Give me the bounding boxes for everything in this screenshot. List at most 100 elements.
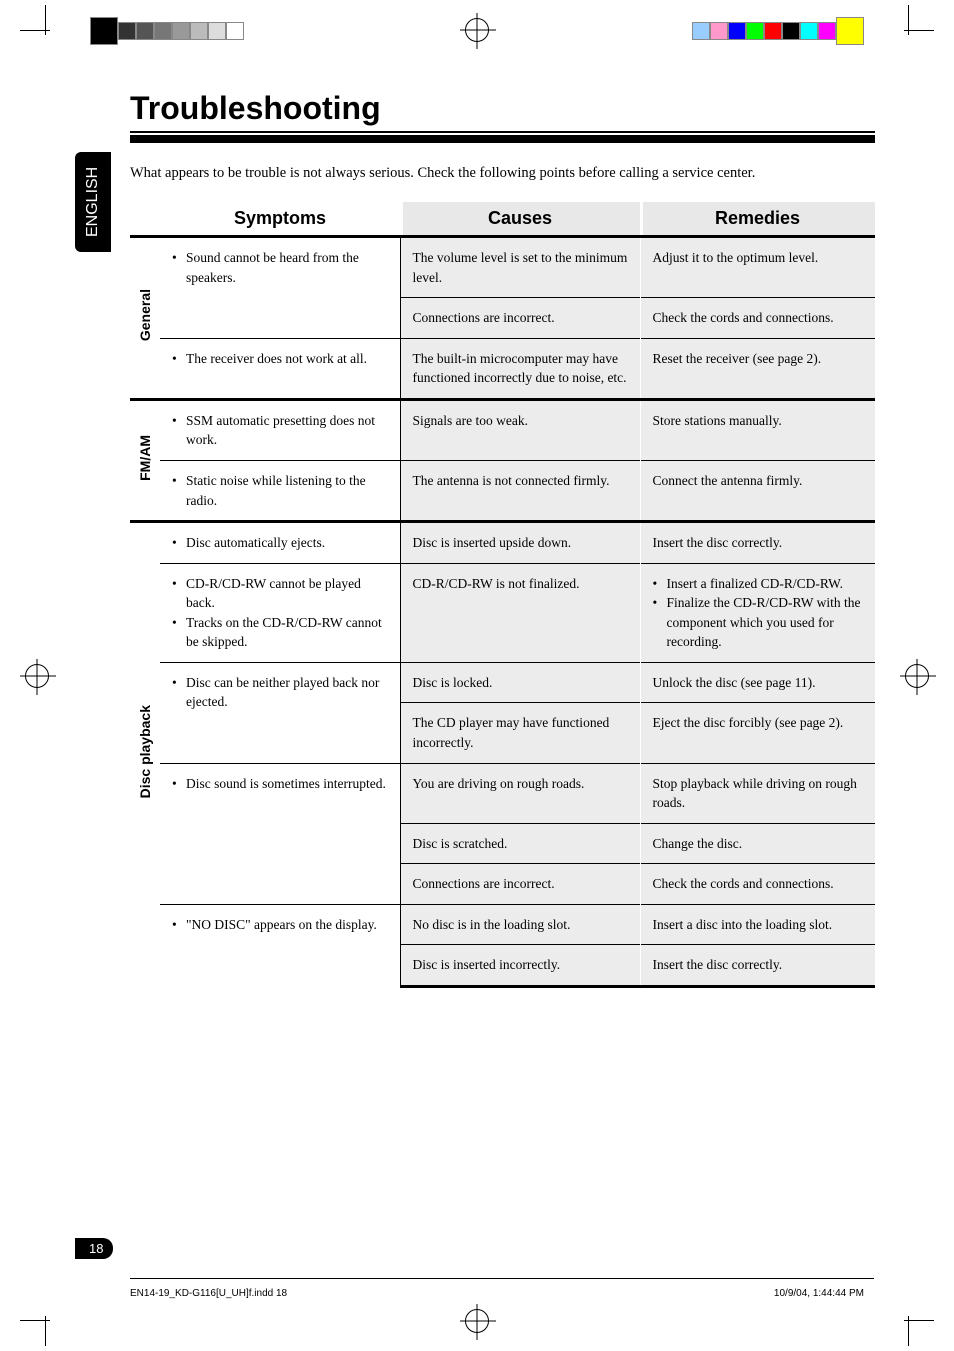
symptom-cell: •Disc automatically ejects. [160, 522, 400, 564]
table-row: •CD-R/CD-RW cannot be played back.•Track… [130, 563, 875, 662]
remedy-cell: Check the cords and connections. [640, 864, 875, 905]
bullet-dot: • [653, 593, 667, 652]
symptom-item: •Tracks on the CD-R/CD-RW cannot be skip… [172, 613, 390, 652]
cause-cell: No disc is in the loading slot. [400, 904, 640, 945]
gray-swatch [226, 22, 244, 40]
troubleshooting-table: Symptoms Causes Remedies General •Sound c… [130, 202, 875, 988]
remedy-text: Finalize the CD-R/CD-RW with the compone… [667, 593, 866, 652]
remedy-cell: Insert the disc correctly. [640, 945, 875, 987]
category-cell: FM/AM [130, 399, 160, 521]
print-marks-top [0, 0, 954, 60]
cause-cell: Signals are too weak. [400, 399, 640, 460]
page-number: 18 [75, 1238, 113, 1259]
registration-target-right [905, 664, 929, 688]
language-tab: ENGLISH [75, 152, 111, 252]
cause-cell: Disc is scratched. [400, 823, 640, 864]
cause-cell: The volume level is set to the minimum l… [400, 237, 640, 298]
table-row: •The receiver does not work at all.The b… [130, 338, 875, 399]
crop-mark-bottom-left [20, 1296, 70, 1346]
symptom-item: •Disc can be neither played back nor eje… [172, 673, 390, 712]
gray-swatch [172, 22, 190, 40]
table-row: Disc playback•Disc automatically ejects.… [130, 522, 875, 564]
cause-cell: The built-in microcomputer may have func… [400, 338, 640, 399]
page-title: Troubleshooting [130, 90, 875, 127]
bullet-dot: • [172, 574, 186, 613]
table-row: •Disc sound is sometimes interrupted. You… [130, 763, 875, 823]
table-row: •"NO DISC" appears on the display. No dis… [130, 904, 875, 945]
symptom-cell: •The receiver does not work at all. [160, 338, 400, 399]
header-causes: Causes [400, 202, 640, 237]
symptom-item: •Disc sound is sometimes interrupted. [172, 774, 390, 794]
category-label: General [135, 289, 155, 341]
category-label: Disc playback [135, 705, 155, 798]
cause-cell: The antenna is not connected firmly. [400, 460, 640, 521]
remedy-cell: Store stations manually. [640, 399, 875, 460]
symptom-cell: •"NO DISC" appears on the display. [160, 904, 400, 986]
bullet-dot: • [653, 574, 667, 594]
remedy-item: •Insert a finalized CD-R/CD-RW. [653, 574, 866, 594]
crop-mark-bottom-right [884, 1296, 934, 1346]
bullet-dot: • [172, 411, 186, 450]
category-cell: General [130, 237, 160, 400]
symptom-item: •CD-R/CD-RW cannot be played back. [172, 574, 390, 613]
remedy-cell: Eject the disc forcibly (see page 2). [640, 703, 875, 763]
symptom-text: Disc sound is sometimes interrupted. [186, 774, 390, 794]
table-row: FM/AM•SSM automatic presetting does not … [130, 399, 875, 460]
registration-target-left [25, 664, 49, 688]
symptom-text: CD-R/CD-RW cannot be played back. [186, 574, 390, 613]
color-swatch [728, 22, 746, 40]
symptom-text: Disc automatically ejects. [186, 533, 390, 553]
registration-target-bottom [465, 1309, 489, 1333]
cause-cell: You are driving on rough roads. [400, 763, 640, 823]
cause-cell: Disc is locked. [400, 662, 640, 703]
cause-cell: Disc is inserted incorrectly. [400, 945, 640, 987]
header-symptoms: Symptoms [160, 202, 400, 237]
symptom-text: SSM automatic presetting does not work. [186, 411, 390, 450]
symptom-text: Static noise while listening to the radi… [186, 471, 390, 510]
remedy-cell: •Insert a finalized CD-R/CD-RW.•Finalize… [640, 563, 875, 662]
footer-rule [130, 1278, 874, 1279]
cause-cell: CD-R/CD-RW is not finalized. [400, 563, 640, 662]
gray-swatch-bar [90, 22, 244, 45]
category-label: FM/AM [135, 435, 155, 481]
remedy-cell: Check the cords and connections. [640, 298, 875, 339]
bullet-dot: • [172, 673, 186, 712]
cause-cell: Connections are incorrect. [400, 864, 640, 905]
symptom-cell: •Static noise while listening to the rad… [160, 460, 400, 521]
bullet-dot: • [172, 915, 186, 935]
gray-swatch [190, 22, 208, 40]
bullet-dot: • [172, 533, 186, 553]
registration-target-top [465, 18, 489, 42]
bullet-dot: • [172, 774, 186, 794]
title-rule [130, 133, 875, 143]
color-swatch [692, 22, 710, 40]
remedy-cell: Stop playback while driving on rough roa… [640, 763, 875, 823]
color-swatch [710, 22, 728, 40]
color-swatch [818, 22, 836, 40]
symptom-text: "NO DISC" appears on the display. [186, 915, 390, 935]
remedy-cell: Unlock the disc (see page 11). [640, 662, 875, 703]
symptom-item: •Sound cannot be heard from the speakers… [172, 248, 390, 287]
color-swatch-bar [692, 22, 864, 45]
symptom-item: •SSM automatic presetting does not work. [172, 411, 390, 450]
table-body: General •Sound cannot be heard from the s… [130, 237, 875, 987]
symptom-cell: •CD-R/CD-RW cannot be played back.•Track… [160, 563, 400, 662]
table-row: •Static noise while listening to the rad… [130, 460, 875, 521]
symptom-text: The receiver does not work at all. [186, 349, 390, 369]
table-header-row: Symptoms Causes Remedies [130, 202, 875, 237]
page-content: ENGLISH Troubleshooting What appears to … [130, 90, 875, 988]
gray-swatch [136, 22, 154, 40]
cause-cell: Disc is inserted upside down. [400, 522, 640, 564]
remedy-cell: Insert a disc into the loading slot. [640, 904, 875, 945]
remedy-cell: Insert the disc correctly. [640, 522, 875, 564]
symptom-cell: •Sound cannot be heard from the speakers… [160, 237, 400, 339]
cause-cell: The CD player may have functioned incorr… [400, 703, 640, 763]
header-blank [130, 202, 160, 237]
gray-swatch [118, 22, 136, 40]
crop-mark-top-left [20, 5, 70, 55]
remedy-cell: Reset the receiver (see page 2). [640, 338, 875, 399]
remedy-text: Insert a finalized CD-R/CD-RW. [667, 574, 866, 594]
bullet-dot: • [172, 613, 186, 652]
remedy-cell: Connect the antenna firmly. [640, 460, 875, 521]
color-swatch [836, 17, 864, 45]
